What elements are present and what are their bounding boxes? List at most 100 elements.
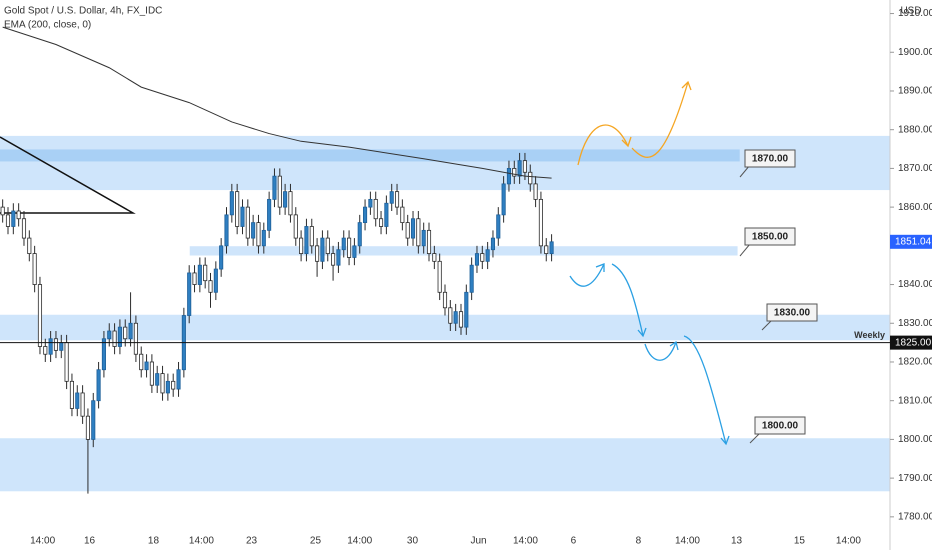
zone <box>0 135 890 191</box>
y-tick-label: 1880.00 <box>898 124 932 135</box>
candle-body <box>5 214 11 227</box>
callout-pointer <box>739 243 751 257</box>
candle-body <box>512 168 517 177</box>
x-tick-label: 30 <box>407 536 419 547</box>
candle-body <box>442 291 448 309</box>
x-tick-label: 15 <box>794 536 806 547</box>
candle-body <box>0 206 5 216</box>
triangle-drawing <box>0 136 136 214</box>
candle-body <box>517 160 522 177</box>
candle-body <box>256 222 261 247</box>
candle-body <box>341 237 346 251</box>
arrow <box>631 81 689 158</box>
candle-body <box>187 272 192 316</box>
callout-label: 1870.00 <box>752 154 789 165</box>
callouts: 1870.00 1850.00 1830.00 1800.00 <box>739 149 818 444</box>
candle-body <box>149 361 154 386</box>
candle-body <box>75 392 80 409</box>
zone <box>0 314 890 341</box>
candle-body <box>538 198 543 247</box>
candle-body <box>368 198 373 208</box>
y-tick-label: 1790.00 <box>898 473 932 484</box>
candle-body <box>43 346 48 355</box>
candle-body <box>267 198 272 231</box>
candles: Weekly 1825.00 1851.04 <box>0 26 932 494</box>
candle-body <box>426 229 432 254</box>
candle-body <box>320 237 325 262</box>
x-tick-label: 13 <box>731 536 743 547</box>
arrow-head <box>681 80 692 91</box>
candle-body <box>229 191 234 216</box>
x-tick-label: 14:00 <box>347 536 372 547</box>
x-tick-label: 14:00 <box>675 536 700 547</box>
candle-body <box>80 392 85 417</box>
zone <box>0 438 890 492</box>
candle-body <box>315 245 320 262</box>
x-tick-label: 25 <box>310 536 322 547</box>
candle-body <box>309 226 314 247</box>
candle-body <box>357 222 362 247</box>
candle-body <box>85 415 90 440</box>
candle-body <box>48 338 53 355</box>
candle-body <box>155 373 160 386</box>
x-tick-label: 14:00 <box>513 536 538 547</box>
arrow-head <box>621 136 632 148</box>
candle-body <box>347 237 352 258</box>
level-tag <box>890 335 932 350</box>
arrow-head <box>595 263 605 272</box>
candle-body <box>53 338 59 351</box>
candle-body <box>421 229 426 247</box>
candle-body <box>165 380 170 394</box>
legend-entry: EMA (200, close, 0) <box>4 20 91 31</box>
y-tick-label: 1890.00 <box>898 86 932 97</box>
candle-body <box>160 373 165 394</box>
candle-body <box>533 183 538 200</box>
x-tick-label: 8 <box>636 536 642 547</box>
candle-body <box>336 249 341 266</box>
candle-body <box>331 253 336 266</box>
candle-body <box>432 253 437 262</box>
candle-body <box>474 253 480 266</box>
ema-line <box>2 26 552 179</box>
candle-body <box>304 226 309 254</box>
candle-body <box>272 175 277 200</box>
y-tick-label: 1860.00 <box>898 202 932 213</box>
candle-body <box>203 264 208 282</box>
y-tick-label: 1900.00 <box>898 47 932 58</box>
callout-pointer <box>749 432 761 444</box>
candle-body <box>469 264 474 293</box>
callout-pointer <box>761 319 773 331</box>
candle-body <box>197 264 202 285</box>
callout-box <box>754 416 806 435</box>
candle-body <box>133 322 138 355</box>
candle-body <box>288 191 293 216</box>
candle-body <box>123 326 128 340</box>
candle-body <box>117 326 122 347</box>
last-price-tag <box>890 234 932 249</box>
candle-body <box>59 342 64 351</box>
candle-body <box>64 342 69 382</box>
candle-body <box>16 210 21 220</box>
candle-body <box>464 291 469 328</box>
candle-body <box>501 183 506 216</box>
arrow <box>577 124 629 166</box>
candle-body <box>363 206 368 224</box>
candle-body <box>277 175 282 208</box>
candle-body <box>522 160 527 173</box>
candle-body <box>213 268 218 293</box>
last-price-label: 1851.04 <box>895 236 932 247</box>
candle-body <box>416 218 421 247</box>
arrow-head <box>637 327 647 338</box>
candle-body <box>544 245 549 254</box>
candle-body <box>235 191 240 227</box>
x-tick-label: 16 <box>84 536 96 547</box>
y-tick-label: 1870.00 <box>898 163 932 174</box>
candle-body <box>528 171 533 185</box>
candle-body <box>453 311 458 324</box>
candle-body <box>405 222 410 239</box>
candle-body <box>480 253 485 262</box>
axes: 1780.00 1790.00 1800.00 1810.00 1820.00 1830.… <box>30 0 932 550</box>
callout-box <box>744 227 796 246</box>
y-tick-label: 1800.00 <box>898 434 932 445</box>
